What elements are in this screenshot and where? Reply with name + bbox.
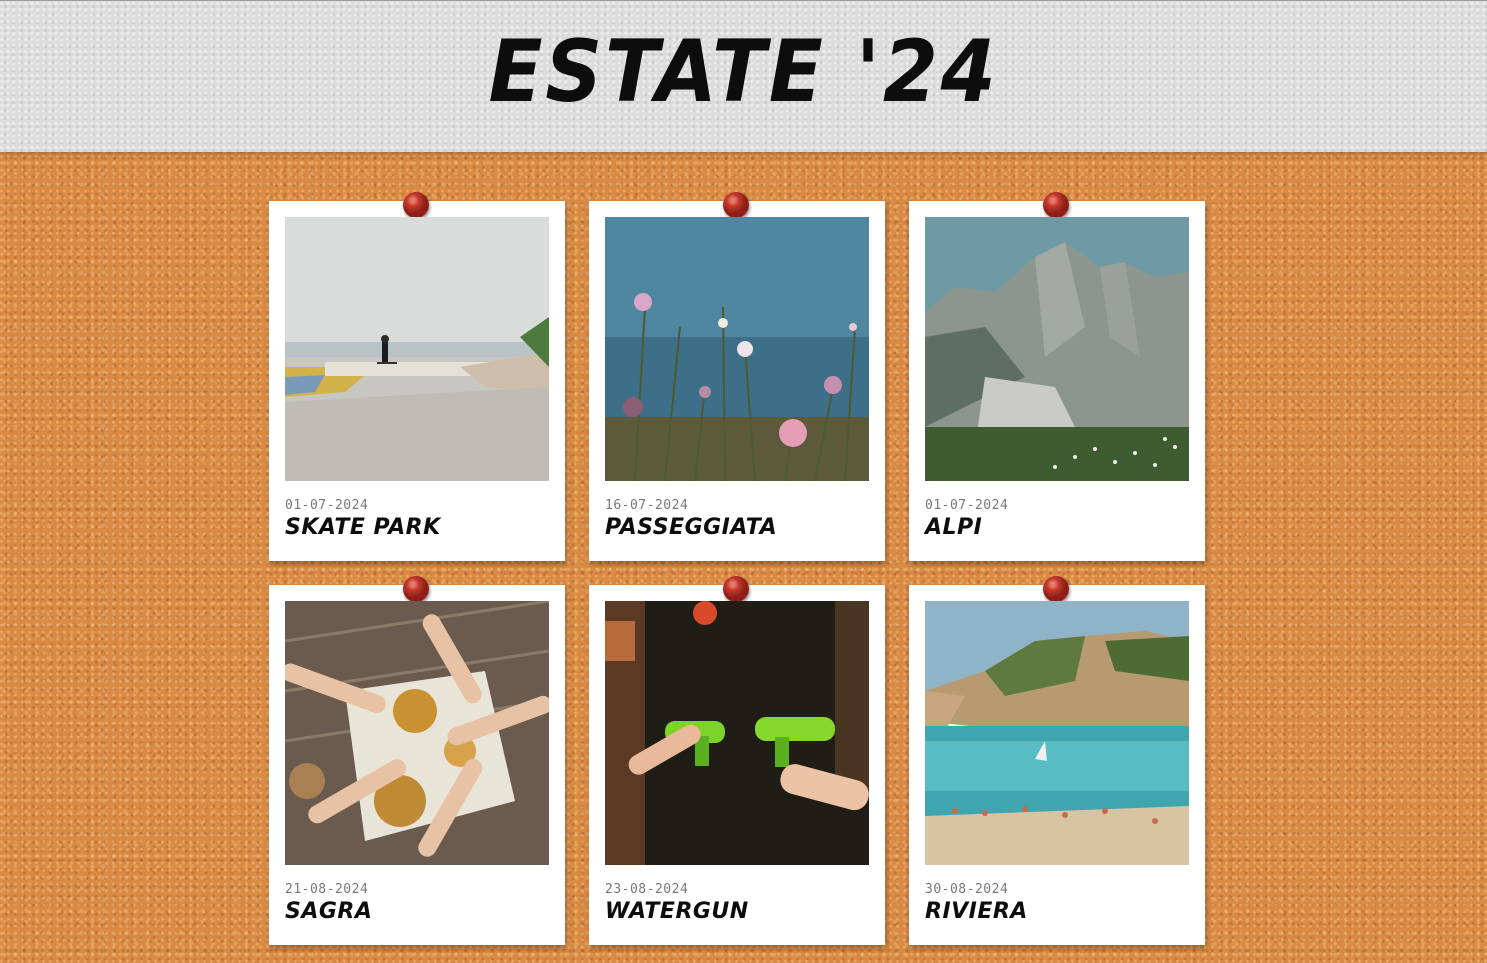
wildflowers-photo: [605, 217, 869, 481]
push-pin-icon: [403, 576, 429, 602]
photo-card[interactable]: 16-07-2024 PASSEGGIATA: [589, 192, 885, 561]
photo-date: 16-07-2024: [605, 498, 689, 513]
photo-label: PASSEGGIATA: [605, 515, 778, 540]
photo-label: ALPI: [925, 515, 983, 540]
photo-label: WATERGUN: [605, 899, 749, 924]
push-pin-icon: [723, 576, 749, 602]
push-pin-icon: [723, 192, 749, 218]
photo-card[interactable]: 01-07-2024 SKATE PARK: [269, 192, 565, 561]
photo-date: 01-07-2024: [925, 498, 1009, 513]
photo-card[interactable]: 23-08-2024 WATERGUN: [589, 576, 885, 945]
photo-card[interactable]: 01-07-2024 ALPI: [909, 192, 1205, 561]
page-header: ESTATE '24: [0, 0, 1487, 152]
photo-label: RIVIERA: [925, 899, 1028, 924]
photo-board: 01-07-2024 SKATE PARK: [269, 192, 1205, 945]
photo-card[interactable]: 21-08-2024 SAGRA: [269, 576, 565, 945]
photo-date: 21-08-2024: [285, 882, 369, 897]
shared-food-photo: [285, 601, 549, 865]
photo-label: SKATE PARK: [285, 515, 441, 540]
water-guns-photo: [605, 601, 869, 865]
photo-date: 30-08-2024: [925, 882, 1009, 897]
photo-date: 23-08-2024: [605, 882, 689, 897]
photo-card[interactable]: 30-08-2024 RIVIERA: [909, 576, 1205, 945]
photo-label: SAGRA: [285, 899, 373, 924]
skate-park-photo: [285, 217, 549, 481]
push-pin-icon: [1043, 576, 1069, 602]
photo-date: 01-07-2024: [285, 498, 369, 513]
page-title: ESTATE '24: [488, 22, 999, 122]
mountains-photo: [925, 217, 1189, 481]
push-pin-icon: [403, 192, 429, 218]
push-pin-icon: [1043, 192, 1069, 218]
beach-cove-photo: [925, 601, 1189, 865]
